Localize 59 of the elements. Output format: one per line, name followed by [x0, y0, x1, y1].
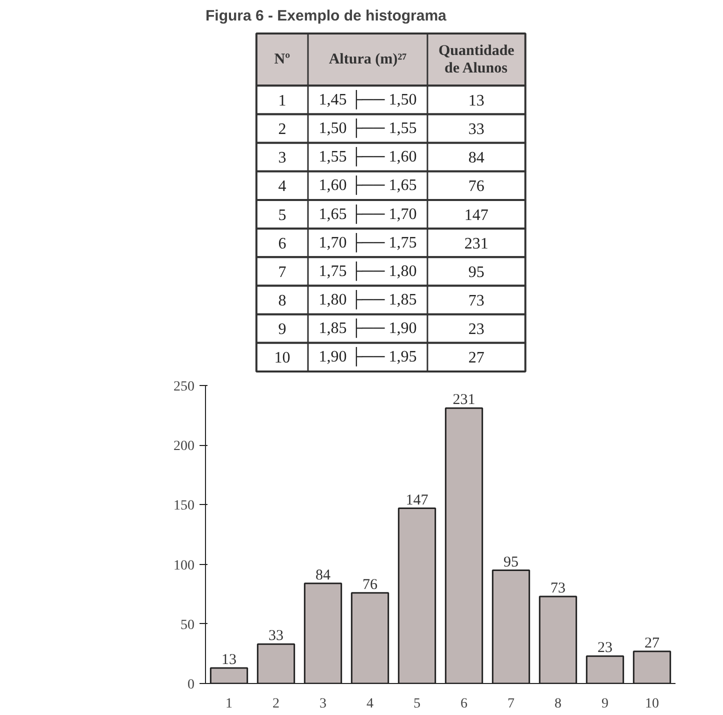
y-tick-label: 250	[174, 380, 194, 394]
data-label: 76	[362, 576, 378, 593]
category-label: 5	[278, 206, 286, 224]
x-tick-label: 10	[645, 696, 659, 712]
text: Altura (m)²⁷	[328, 52, 408, 68]
x-tick-label: 7	[508, 696, 514, 712]
text: 1,75 ├── 1,80	[318, 260, 417, 281]
y-tick-label: 50	[180, 618, 194, 633]
data-label: 23	[598, 640, 612, 656]
category-label: 10	[274, 350, 290, 367]
data-label: 33	[268, 628, 284, 644]
text: 84	[468, 150, 484, 167]
text: 33	[468, 121, 484, 138]
text: 73	[468, 292, 484, 310]
x-tick-label: 4	[366, 696, 374, 712]
data-label: 231	[452, 392, 476, 408]
y-tick-label: 0	[188, 678, 194, 692]
x-tick-label: 1	[226, 696, 232, 712]
text: 1,55 ├── 1,60	[318, 146, 417, 167]
category-label: 6	[278, 235, 286, 252]
data-label: 147	[406, 492, 429, 508]
chart-title: Figura 6 - Exemplo de histograma	[206, 8, 448, 24]
text: Quantidade de Alunos	[438, 42, 515, 76]
x-tick-label: 5	[414, 696, 420, 712]
data-label: 13	[222, 652, 236, 668]
text: 1,65 ├── 1,70	[318, 204, 417, 224]
x-tick-label: 3	[320, 696, 326, 712]
x-tick-label: 2	[272, 696, 280, 712]
text: 27	[468, 350, 484, 367]
text: 147	[464, 206, 488, 224]
text: 1,80 ├── 1,85	[318, 290, 417, 310]
x-tick-label: 8	[554, 696, 562, 712]
text: 1,85 ├── 1,90	[318, 318, 417, 338]
data-label: 27	[644, 635, 660, 652]
text: 13	[468, 92, 484, 110]
text: 1,90 ├── 1,95	[318, 346, 417, 367]
category-label: 8	[278, 292, 286, 310]
text: 23	[468, 321, 484, 338]
data-label: 73	[550, 580, 566, 596]
text: 231	[464, 235, 488, 252]
text: 1,60 ├── 1,65	[318, 175, 417, 196]
category-label: 1	[278, 92, 286, 110]
text: 76	[468, 178, 484, 196]
data-label: 84	[316, 567, 331, 584]
text: 23	[278, 121, 286, 167]
category-label: 4	[278, 178, 286, 196]
category-label: 9	[278, 321, 286, 338]
y-tick-label: 100	[174, 558, 194, 574]
text: 1,70 ├── 1,75	[318, 232, 417, 252]
data-label: 95	[504, 554, 518, 570]
x-tick-label: 6	[460, 696, 468, 712]
text: Nº	[274, 52, 290, 68]
text: 95	[468, 264, 484, 281]
text: 1,45 ├── 1,50	[318, 89, 417, 110]
text: 1,50 ├── 1,55	[318, 118, 417, 138]
x-tick-label: 9	[602, 696, 608, 712]
category-label: 7	[278, 264, 286, 281]
y-tick-label: 150	[174, 498, 194, 514]
y-tick-label: 200	[174, 439, 194, 454]
